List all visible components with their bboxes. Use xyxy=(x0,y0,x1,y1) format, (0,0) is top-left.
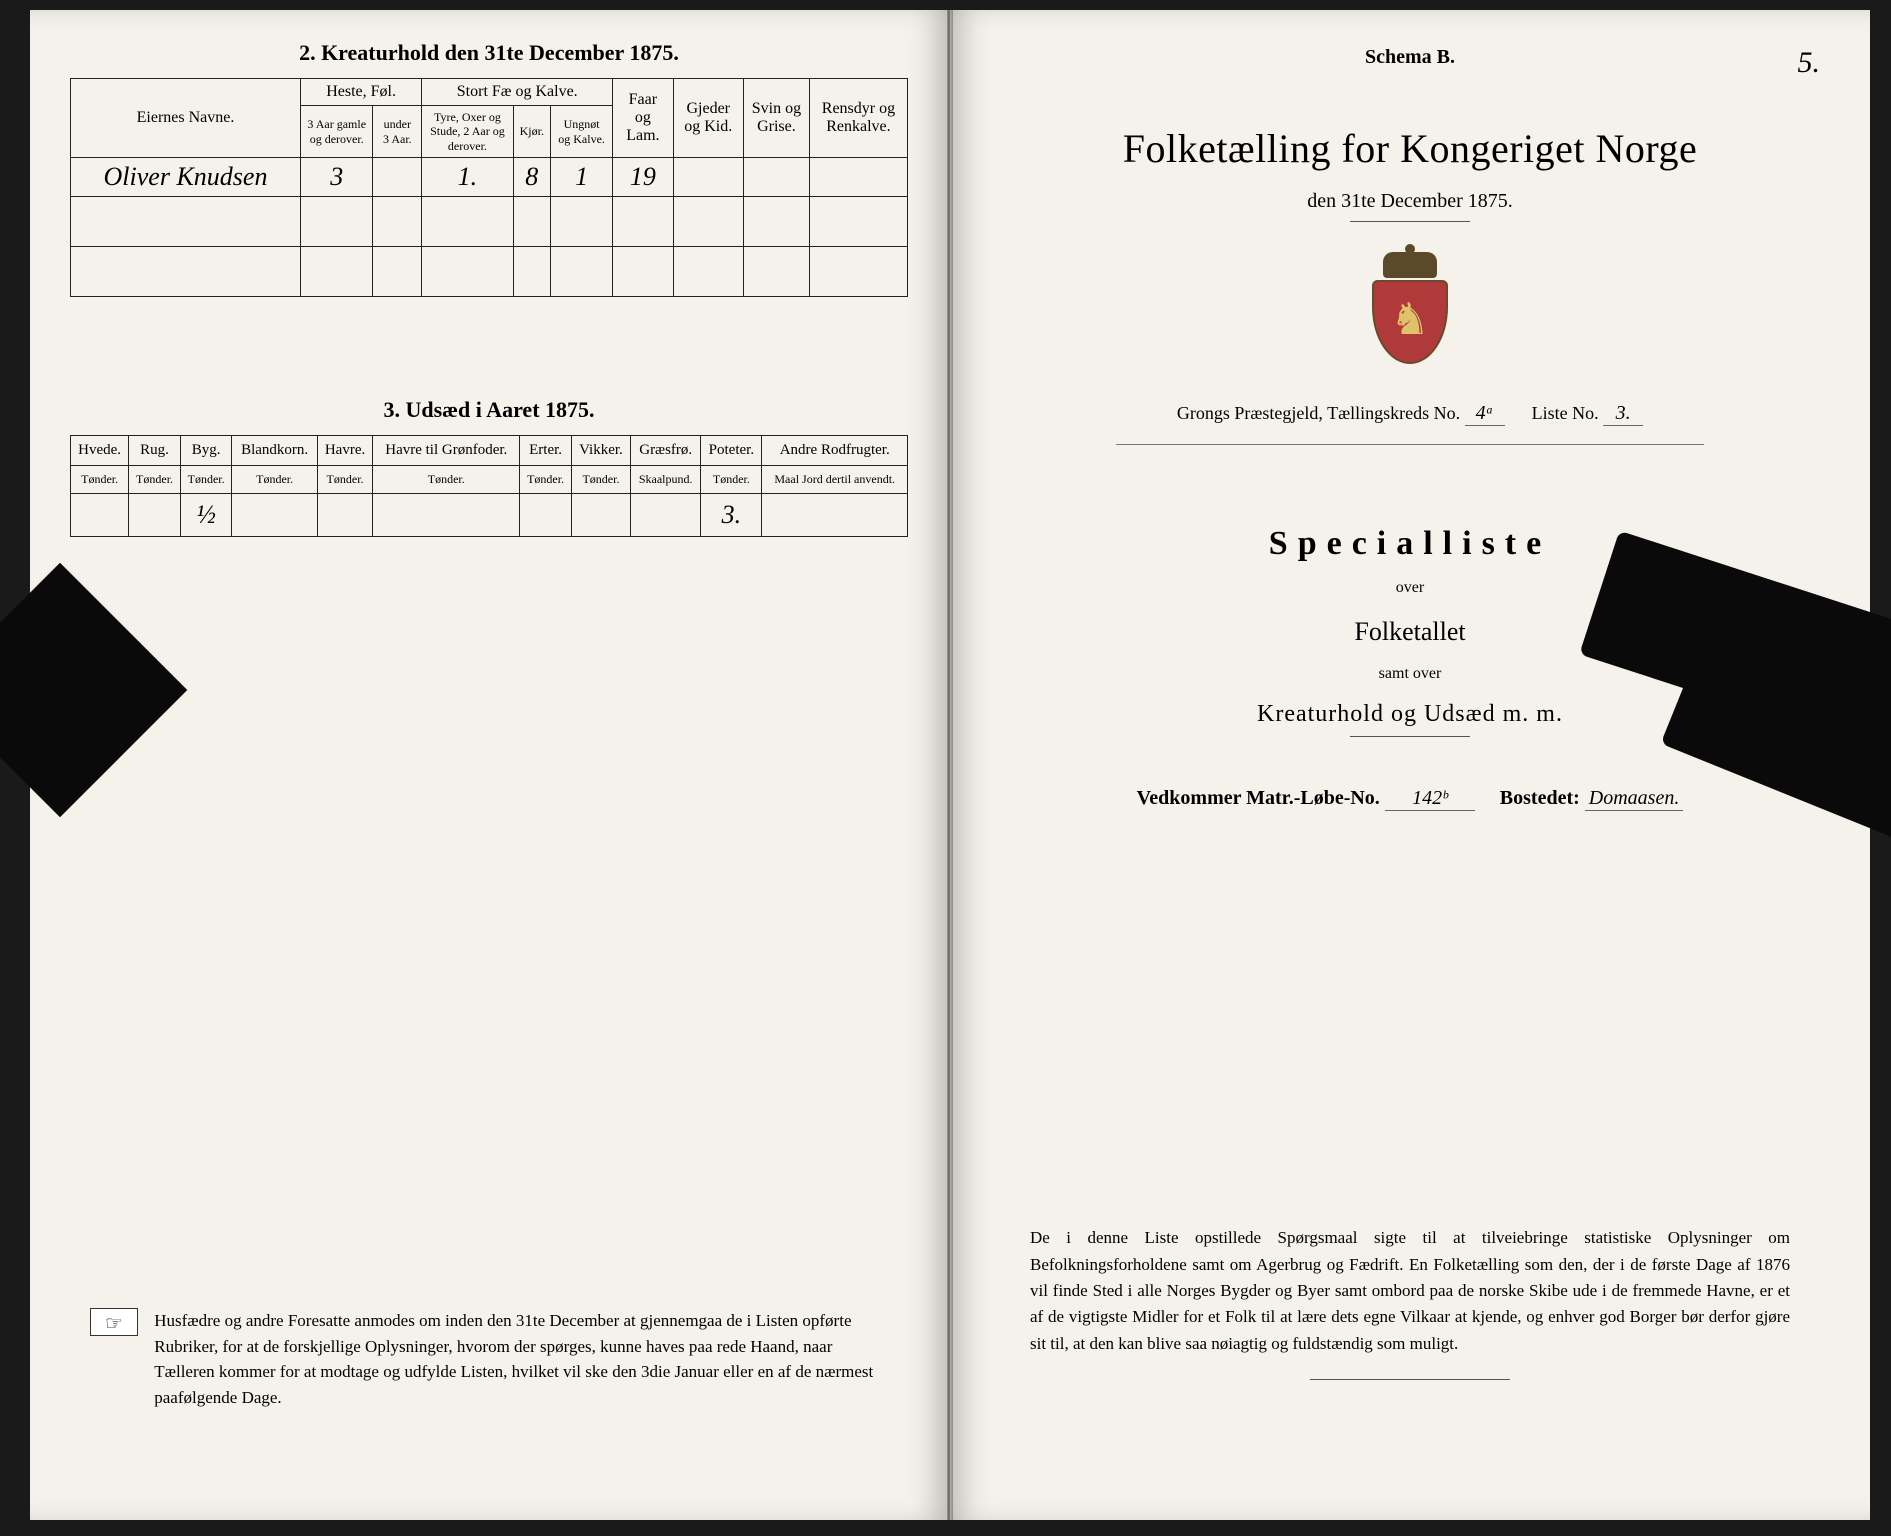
th-fae-sub2: Kjør. xyxy=(513,106,550,158)
cell-heste1: 3 xyxy=(301,158,373,197)
left-footnote-text: Husfædre og andre Foresatte anmodes om i… xyxy=(154,1308,882,1410)
cell-erter xyxy=(520,494,572,537)
left-page: 2. Kreaturhold den 31te December 1875. E… xyxy=(30,10,950,1520)
th-svin: Svin og Grise. xyxy=(743,79,809,158)
th-havre: Havre. xyxy=(317,436,372,466)
th-gjeder: Gjeder og Kid. xyxy=(673,79,743,158)
liste-no: 3. xyxy=(1603,402,1643,426)
table-row: Oliver Knudsen 3 1. 8 1 19 xyxy=(71,158,908,197)
th-stort-fae: Stort Fæ og Kalve. xyxy=(422,79,613,106)
cell-gjeder xyxy=(673,158,743,197)
census-title: Folketælling for Kongeriget Norge xyxy=(990,125,1830,172)
th-byg: Byg. xyxy=(180,436,232,466)
th-faar: Faar og Lam. xyxy=(613,79,673,158)
kreatur-table: Eiernes Navne. Heste, Føl. Stort Fæ og K… xyxy=(70,78,908,297)
census-date: den 31te December 1875. xyxy=(990,190,1830,213)
cell-blandkorn xyxy=(232,494,317,537)
divider xyxy=(1350,736,1470,737)
page-number: 5. xyxy=(1798,46,1821,80)
cell-rug xyxy=(129,494,181,537)
th-tonder: Tønder. xyxy=(701,466,762,494)
th-heste-sub2: under 3 Aar. xyxy=(373,106,422,158)
cell-fae2: 8 xyxy=(513,158,550,197)
cell-fae1: 1. xyxy=(422,158,513,197)
book-spine xyxy=(947,10,953,1520)
lion-icon: ♞ xyxy=(1390,298,1429,342)
pointing-hand-icon: ☞ xyxy=(90,1308,138,1336)
cell-graesfro xyxy=(631,494,701,537)
th-heste-sub1: 3 Aar gamle og derover. xyxy=(301,106,373,158)
cell-byg: ½ xyxy=(180,494,232,537)
section3-title: 3. Udsæd i Aaret 1875. xyxy=(70,397,908,423)
th-rug: Rug. xyxy=(129,436,181,466)
schema-label: Schema B. xyxy=(990,46,1830,69)
th-vikker: Vikker. xyxy=(571,436,630,466)
liste-label: Liste No. xyxy=(1532,403,1599,423)
cell-andre xyxy=(762,494,908,537)
divider xyxy=(1350,221,1470,222)
coat-of-arms-icon: ♞ xyxy=(1365,252,1455,362)
book-spread: 2. Kreaturhold den 31te December 1875. E… xyxy=(30,10,1870,1520)
parish-prefix: Grongs Præstegjeld, Tællingskreds No. xyxy=(1177,403,1460,423)
cell-rensdyr xyxy=(809,158,907,197)
udsaed-table: Hvede. Rug. Byg. Blandkorn. Havre. Havre… xyxy=(70,435,908,537)
th-heste: Heste, Føl. xyxy=(301,79,422,106)
cell-havre-gron xyxy=(373,494,520,537)
th-blandkorn: Blandkorn. xyxy=(232,436,317,466)
th-skaalpund: Skaalpund. xyxy=(631,466,701,494)
cell-faar: 19 xyxy=(613,158,673,197)
right-footnote: De i denne Liste opstillede Spørgsmaal s… xyxy=(1030,1225,1790,1380)
vedkommer-line: Vedkommer Matr.-Løbe-No. 142ᵇ Bostedet: … xyxy=(990,787,1830,811)
th-tonder: Tønder. xyxy=(571,466,630,494)
kreds-no: 4ᵃ xyxy=(1465,402,1505,426)
th-hvede: Hvede. xyxy=(71,436,129,466)
cell-fae3: 1 xyxy=(550,158,612,197)
cell-heste2 xyxy=(373,158,422,197)
th-graesfro: Græsfrø. xyxy=(631,436,701,466)
th-havre-gron: Havre til Grønfoder. xyxy=(373,436,520,466)
cell-havre xyxy=(317,494,372,537)
th-andre: Andre Rodfrugter. xyxy=(762,436,908,466)
cell-vikker xyxy=(571,494,630,537)
th-erter: Erter. xyxy=(520,436,572,466)
udsaed-row: ½ 3. xyxy=(71,494,908,537)
th-tonder: Tønder. xyxy=(232,466,317,494)
th-eiernes-navne: Eiernes Navne. xyxy=(71,79,301,158)
vedkommer-label: Vedkommer Matr.-Løbe-No. xyxy=(1137,787,1380,809)
th-tonder: Tønder. xyxy=(180,466,232,494)
cell-svin xyxy=(743,158,809,197)
divider xyxy=(1116,444,1704,445)
right-footnote-text: De i denne Liste opstillede Spørgsmaal s… xyxy=(1030,1228,1790,1352)
matr-no: 142ᵇ xyxy=(1385,787,1475,811)
section2-title: 2. Kreaturhold den 31te December 1875. xyxy=(70,40,908,66)
bosted-label: Bostedet: xyxy=(1500,787,1580,809)
th-tonder: Tønder. xyxy=(373,466,520,494)
th-rensdyr: Rensdyr og Renkalve. xyxy=(809,79,907,158)
th-tonder: Tønder. xyxy=(129,466,181,494)
th-poteter: Poteter. xyxy=(701,436,762,466)
th-fae-sub1: Tyre, Oxer og Stude, 2 Aar og derover. xyxy=(422,106,513,158)
cell-hvede xyxy=(71,494,129,537)
left-footnote: ☞ Husfædre og andre Foresatte anmodes om… xyxy=(90,1308,888,1410)
parish-line: Grongs Præstegjeld, Tællingskreds No. 4ᵃ… xyxy=(990,402,1830,426)
th-fae-sub3: Ungnøt og Kalve. xyxy=(550,106,612,158)
th-maal: Maal Jord dertil anvendt. xyxy=(762,466,908,494)
table-row-empty xyxy=(71,197,908,247)
th-tonder: Tønder. xyxy=(71,466,129,494)
th-tonder: Tønder. xyxy=(317,466,372,494)
shield-icon: ♞ xyxy=(1372,280,1448,364)
bosted-value: Domaasen. xyxy=(1585,787,1684,811)
table-row-empty xyxy=(71,247,908,297)
divider xyxy=(1310,1379,1510,1380)
th-tonder: Tønder. xyxy=(520,466,572,494)
cell-poteter: 3. xyxy=(701,494,762,537)
crown-icon xyxy=(1383,252,1437,278)
cell-owner: Oliver Knudsen xyxy=(71,158,301,197)
